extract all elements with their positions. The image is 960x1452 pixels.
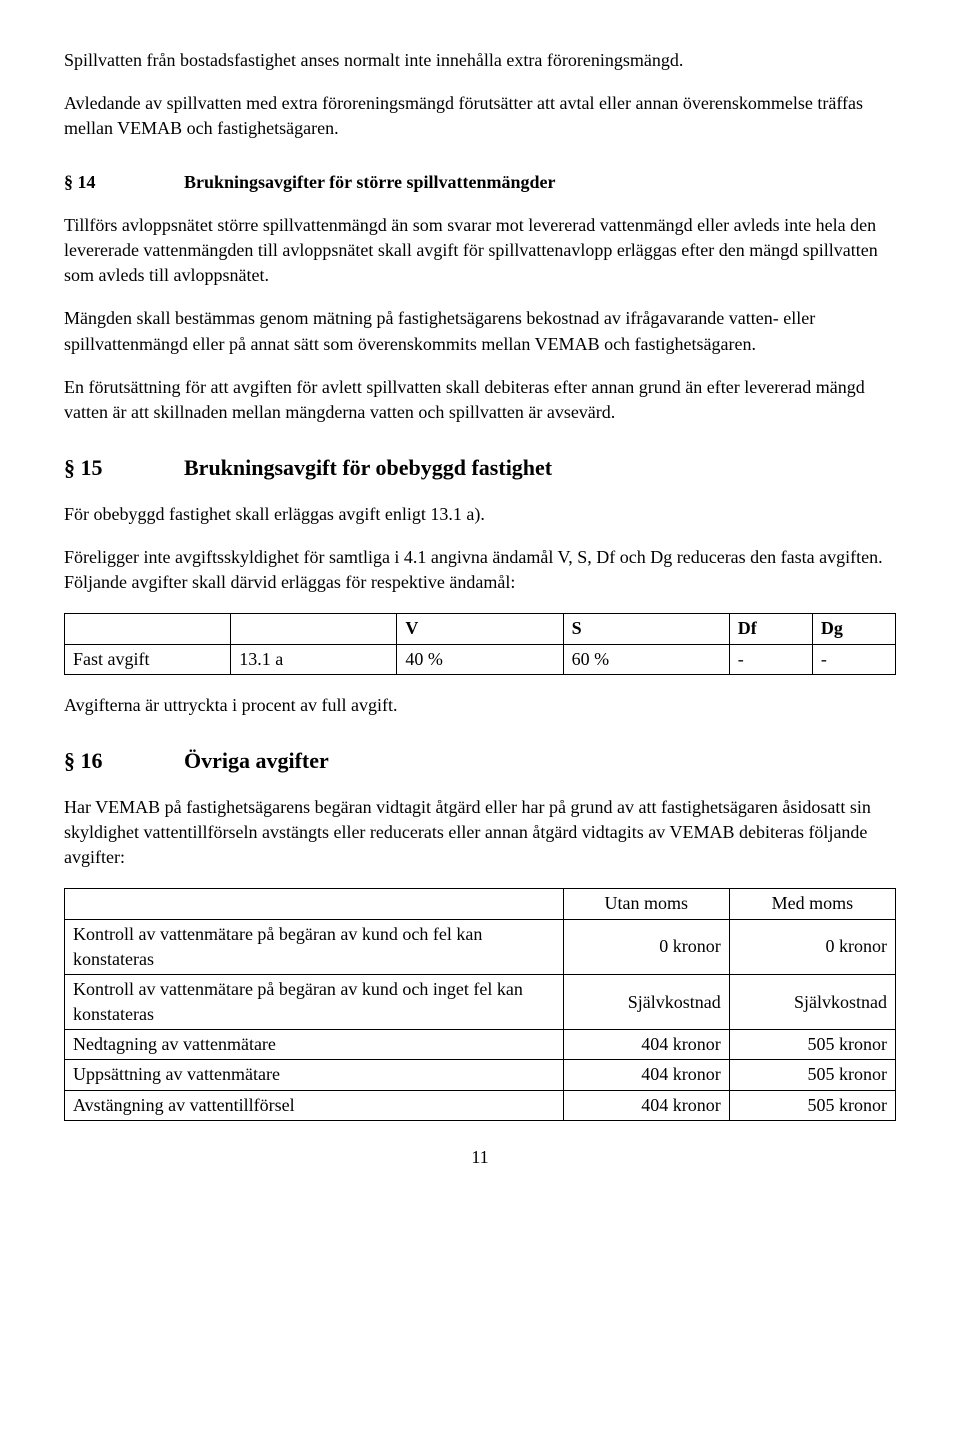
table-cell: -	[729, 644, 812, 674]
table-header-cell	[65, 614, 231, 644]
section-16-num: § 16	[64, 746, 184, 777]
table-row: Avstängning av vattentillförsel 404 kron…	[65, 1090, 896, 1120]
table-cell: 13.1 a	[231, 644, 397, 674]
table-header-cell: V	[397, 614, 563, 644]
table-cell: 60 %	[563, 644, 729, 674]
intro-para-2: Avledande av spillvatten med extra föror…	[64, 91, 896, 141]
table-cell: 505 kronor	[729, 1090, 895, 1120]
section-15-heading: § 15 Brukningsavgift för obebyggd fastig…	[64, 453, 896, 484]
section-16-title: Övriga avgifter	[184, 746, 329, 777]
table-cell: Nedtagning av vattenmätare	[65, 1030, 564, 1060]
table-cell: Avstängning av vattentillförsel	[65, 1090, 564, 1120]
table-cell: Självkostnad	[563, 974, 729, 1029]
section-14-title: Brukningsavgifter för större spillvatten…	[184, 170, 556, 195]
table-header-cell: Med moms	[729, 889, 895, 919]
section-14-para-1: Tillförs avloppsnätet större spillvatten…	[64, 213, 896, 289]
table-cell: 505 kronor	[729, 1060, 895, 1090]
table-row: Kontroll av vattenmätare på begäran av k…	[65, 974, 896, 1029]
section-16-heading: § 16 Övriga avgifter	[64, 746, 896, 777]
table-cell: Självkostnad	[729, 974, 895, 1029]
section-14-para-3: En förutsättning för att avgiften för av…	[64, 375, 896, 425]
section-15-table: V S Df Dg Fast avgift 13.1 a 40 % 60 % -…	[64, 613, 896, 674]
table-cell: Fast avgift	[65, 644, 231, 674]
table-cell: 404 kronor	[563, 1060, 729, 1090]
table-cell: Uppsättning av vattenmätare	[65, 1060, 564, 1090]
table-cell: Kontroll av vattenmätare på begäran av k…	[65, 919, 564, 974]
table-cell: 0 kronor	[563, 919, 729, 974]
section-15-title: Brukningsavgift för obebyggd fastighet	[184, 453, 552, 484]
section-14-para-2: Mängden skall bestämmas genom mätning på…	[64, 306, 896, 356]
table-header-cell: Df	[729, 614, 812, 644]
section-15-para-1: För obebyggd fastighet skall erläggas av…	[64, 502, 896, 527]
table-cell: -	[812, 644, 895, 674]
table-header-cell: Utan moms	[563, 889, 729, 919]
table-cell: 0 kronor	[729, 919, 895, 974]
table-cell: Kontroll av vattenmätare på begäran av k…	[65, 974, 564, 1029]
table-row: Fast avgift 13.1 a 40 % 60 % - -	[65, 644, 896, 674]
table-header-cell	[65, 889, 564, 919]
table-header-cell	[231, 614, 397, 644]
section-16-table: Utan moms Med moms Kontroll av vattenmät…	[64, 888, 896, 1121]
table-header-cell: Dg	[812, 614, 895, 644]
section-16-para-1: Har VEMAB på fastighetsägarens begäran v…	[64, 795, 896, 871]
table-cell: 404 kronor	[563, 1030, 729, 1060]
table-row: Uppsättning av vattenmätare 404 kronor 5…	[65, 1060, 896, 1090]
table-header-row: Utan moms Med moms	[65, 889, 896, 919]
table-cell: 404 kronor	[563, 1090, 729, 1120]
section-15-para-3: Avgifterna är uttryckta i procent av ful…	[64, 693, 896, 718]
table-row: Kontroll av vattenmätare på begäran av k…	[65, 919, 896, 974]
intro-para-1: Spillvatten från bostadsfastighet anses …	[64, 48, 896, 73]
table-cell: 505 kronor	[729, 1030, 895, 1060]
table-header-cell: S	[563, 614, 729, 644]
section-15-para-2: Föreligger inte avgiftsskyldighet för sa…	[64, 545, 896, 595]
section-14-num: § 14	[64, 170, 184, 195]
table-header-row: V S Df Dg	[65, 614, 896, 644]
table-cell: 40 %	[397, 644, 563, 674]
section-15-num: § 15	[64, 453, 184, 484]
section-14-heading: § 14 Brukningsavgifter för större spillv…	[64, 170, 896, 195]
table-row: Nedtagning av vattenmätare 404 kronor 50…	[65, 1030, 896, 1060]
page-number: 11	[64, 1145, 896, 1170]
